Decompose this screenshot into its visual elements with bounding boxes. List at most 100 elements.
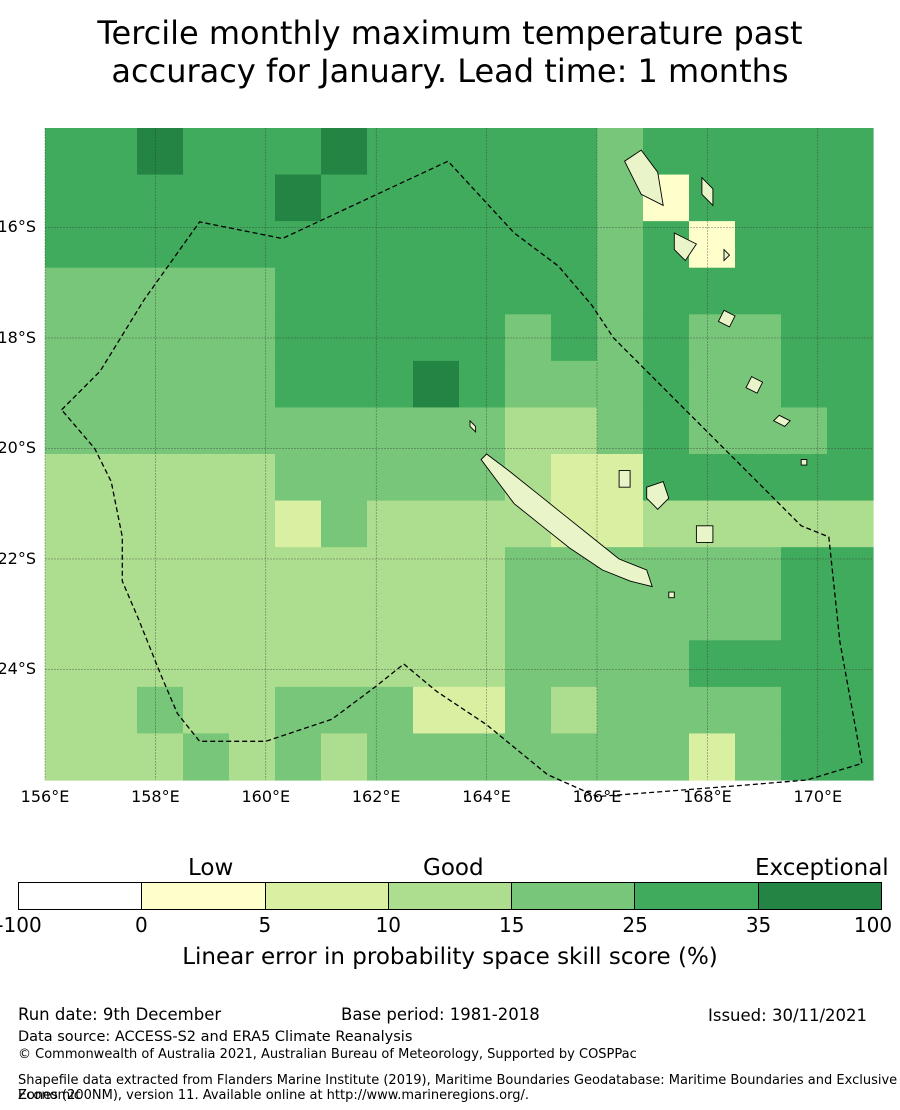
grid-cell bbox=[597, 407, 644, 455]
grid-cell bbox=[781, 500, 828, 548]
grid-cell bbox=[505, 593, 552, 641]
grid-cell bbox=[413, 128, 460, 176]
map-panel: 16°S 18°S 20°S 22°S 24°S 156°E 158°E 160°E 162°… bbox=[0, 120, 900, 820]
grid-cell bbox=[827, 593, 874, 641]
grid-cell bbox=[229, 547, 276, 595]
shapefile-credit-1: Shapefile data extracted from Flanders M… bbox=[18, 1073, 898, 1103]
grid-cell bbox=[459, 640, 506, 688]
grid-cell bbox=[367, 221, 414, 269]
malakula-island bbox=[673, 232, 698, 262]
grid-cell bbox=[137, 686, 184, 735]
grid-cell bbox=[413, 407, 460, 455]
grid-cell bbox=[367, 174, 414, 222]
epi-island bbox=[723, 248, 731, 262]
grid-cell bbox=[413, 500, 460, 548]
grid-cell bbox=[735, 686, 782, 735]
colorbar-heading-good: Good bbox=[423, 855, 484, 881]
grid-cell bbox=[275, 686, 322, 735]
grid-cell bbox=[367, 640, 414, 688]
grid-cell bbox=[827, 640, 874, 688]
grid-cell bbox=[413, 686, 460, 735]
colorbar-segment bbox=[758, 883, 881, 909]
grid-cell bbox=[597, 686, 644, 735]
grid-cell bbox=[505, 547, 552, 595]
grid-cell bbox=[321, 267, 368, 315]
grid-cell bbox=[137, 407, 184, 455]
grid-cell bbox=[735, 547, 782, 595]
grid-cell bbox=[183, 547, 230, 595]
grid-cell bbox=[367, 128, 414, 176]
grid-cell bbox=[413, 267, 460, 315]
grid-cell bbox=[45, 733, 92, 781]
grid-cell bbox=[505, 733, 552, 781]
shapefile-credit-2: Zones (200NM), version 11. Available onl… bbox=[18, 1088, 530, 1103]
longitude-tick-label: 162°E bbox=[351, 787, 401, 806]
grid-cell bbox=[275, 360, 322, 409]
grid-cell bbox=[45, 547, 92, 595]
grid-cell bbox=[367, 267, 414, 315]
colorbar-tick-label: 0 bbox=[135, 913, 148, 937]
grid-cell bbox=[413, 547, 460, 595]
erromango-island bbox=[745, 375, 764, 394]
colorbar-segment bbox=[265, 883, 389, 909]
grid-cell bbox=[689, 221, 736, 269]
grid-cell bbox=[91, 547, 138, 595]
grid-cell bbox=[505, 360, 552, 409]
grid-cell bbox=[367, 547, 414, 595]
grid-cell bbox=[551, 640, 598, 688]
grid-cell bbox=[827, 500, 874, 548]
data-source: Data source: ACCESS-S2 and ERA5 Climate … bbox=[18, 1029, 413, 1045]
skill-map bbox=[44, 128, 874, 798]
grid-cell bbox=[45, 500, 92, 548]
grid-cell bbox=[781, 221, 828, 269]
grid-cell bbox=[183, 733, 230, 781]
colorbar-heading-low: Low bbox=[188, 855, 234, 881]
grid-cell bbox=[321, 733, 368, 781]
grid-cell bbox=[827, 454, 874, 502]
grid-cell bbox=[229, 128, 276, 176]
colorbar bbox=[18, 882, 882, 910]
colorbar-tick-label: 25 bbox=[622, 913, 648, 937]
grid-cell bbox=[137, 128, 184, 176]
colorbar-segment bbox=[142, 883, 266, 909]
grid-cell bbox=[183, 640, 230, 688]
grid-cell bbox=[91, 267, 138, 315]
grid-cell bbox=[229, 640, 276, 688]
latitude-tick-label: 20°S bbox=[0, 438, 36, 458]
grid-cell bbox=[45, 128, 92, 176]
grid-cell bbox=[45, 593, 92, 641]
grid-cell bbox=[827, 267, 874, 315]
grid-cell bbox=[91, 407, 138, 455]
grid-cell bbox=[137, 221, 184, 269]
grid-cell bbox=[735, 407, 782, 455]
grid-cell bbox=[275, 407, 322, 455]
grid-cell bbox=[781, 733, 828, 781]
grid-cell bbox=[459, 128, 506, 176]
grid-cell bbox=[413, 221, 460, 269]
grid-cell bbox=[735, 733, 782, 781]
grid-cell bbox=[459, 360, 506, 409]
grid-cell bbox=[735, 500, 782, 548]
grid-cell bbox=[229, 221, 276, 269]
grid-cell bbox=[689, 360, 736, 409]
grid-cell bbox=[781, 267, 828, 315]
grid-cell bbox=[229, 500, 276, 548]
base-period: Base period: 1981-2018 bbox=[341, 1005, 540, 1024]
grid-cell bbox=[597, 733, 644, 781]
grid-cell bbox=[183, 407, 230, 455]
grid-cell bbox=[229, 454, 276, 502]
grid-cell bbox=[689, 128, 736, 176]
grid-cell bbox=[643, 407, 690, 455]
grid-cell bbox=[827, 128, 874, 176]
grid-cell bbox=[551, 454, 598, 502]
copyright: © Commonwealth of Australia 2021, Austra… bbox=[18, 1047, 637, 1062]
grid-cell bbox=[183, 500, 230, 548]
grid-cell bbox=[367, 360, 414, 409]
grid-cell bbox=[827, 407, 874, 455]
grid-cell bbox=[321, 360, 368, 409]
grid-cell bbox=[689, 640, 736, 688]
grid-cell bbox=[551, 407, 598, 455]
grid-cell bbox=[183, 593, 230, 641]
grid-cell bbox=[275, 267, 322, 315]
grid-cell bbox=[229, 407, 276, 455]
